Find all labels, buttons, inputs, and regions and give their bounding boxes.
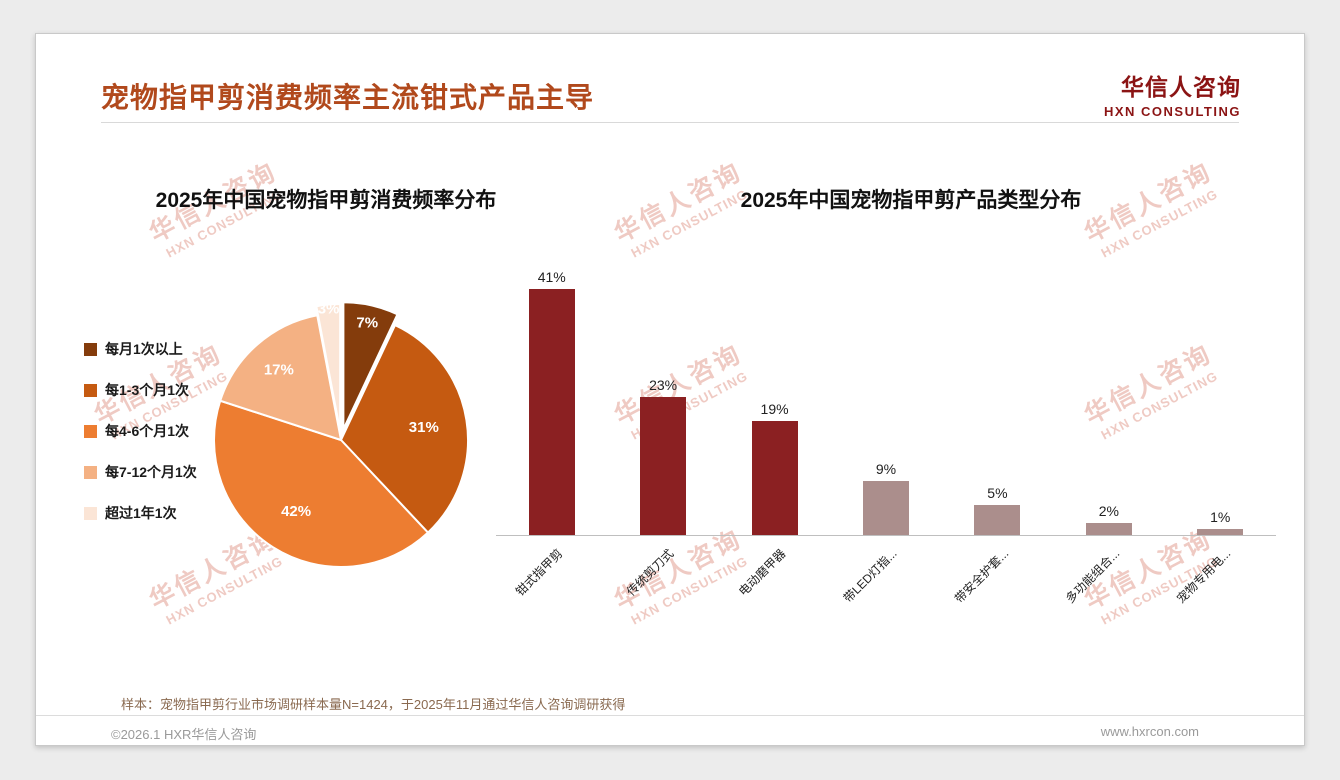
legend-label: 超过1年1次 bbox=[105, 505, 177, 521]
pie-data-label: 17% bbox=[264, 362, 294, 379]
bar-category-cell: 钳式指甲剪 bbox=[496, 537, 607, 642]
legend-item: 每7-12个月1次 bbox=[84, 462, 197, 482]
bar-value-label: 5% bbox=[987, 485, 1008, 501]
pie-chart: 7% 31% 42% 17% 3% bbox=[213, 300, 469, 568]
bar-column: 2% bbox=[1053, 503, 1164, 535]
bar-value-label: 2% bbox=[1098, 503, 1119, 519]
bar bbox=[528, 289, 575, 535]
pie-data-label: 7% bbox=[356, 315, 378, 332]
pie-slice bbox=[218, 314, 343, 442]
bar-column: 9% bbox=[830, 461, 941, 535]
legend-item: 每4-6个月1次 bbox=[84, 421, 197, 441]
legend-label: 每7-12个月1次 bbox=[105, 464, 197, 480]
bar-column: 23% bbox=[607, 377, 718, 535]
bar-category-label: 钳式指甲剪 bbox=[512, 546, 566, 599]
bar-category-label: 电动磨甲器 bbox=[735, 546, 789, 599]
bar bbox=[751, 421, 798, 535]
logo-en-text: HXN CONSULTING bbox=[1103, 104, 1241, 119]
slide-card: 华信人咨询 HXN CONSULTING 华信人咨询 HXN CONSULTING 华信… bbox=[35, 33, 1305, 746]
bar-category-cell: 传统剪刀式 bbox=[607, 537, 718, 642]
copyright-text: ©2026.1 HXR华信人咨询 bbox=[111, 727, 257, 742]
bar bbox=[640, 397, 687, 535]
footer-divider bbox=[36, 715, 1304, 716]
logo: 华信人咨询 HXN CONSULTING bbox=[1104, 68, 1241, 119]
legend-label: 每1-3个月1次 bbox=[105, 382, 190, 398]
bar bbox=[974, 505, 1021, 535]
pie-slice bbox=[213, 399, 430, 568]
pie-legend: 每月1次以上 每1-3个月1次 每4-6个月1次 每7-12个月1次 超过1年1次 bbox=[84, 339, 197, 544]
bar-chart-plot: 41% 23% 19% 9% 5% 2% 1% bbox=[496, 244, 1276, 536]
pie-data-label: 3% bbox=[318, 300, 340, 317]
legend-swatch bbox=[84, 465, 97, 479]
bar bbox=[1085, 523, 1132, 535]
bar-column: 5% bbox=[942, 485, 1053, 535]
legend-label: 每月1次以上 bbox=[105, 341, 183, 357]
pie-slice bbox=[315, 303, 342, 432]
bar-category-cell: 宠物专用电... bbox=[1165, 537, 1276, 642]
bar-chart-title: 2025年中国宠物指甲剪产品类型分布 bbox=[740, 189, 1082, 212]
bar-category-cell: 带LED灯指... bbox=[830, 537, 941, 642]
pie-chart-title: 2025年中国宠物指甲剪消费频率分布 bbox=[155, 189, 497, 212]
bar-column: 1% bbox=[1165, 509, 1276, 535]
website-text: www.hxrcon.com bbox=[1100, 724, 1199, 739]
bar-category-label: 传统剪刀式 bbox=[624, 546, 677, 599]
bar-category-label: 宠物专用电... bbox=[1174, 546, 1234, 606]
bar-category-label: 带LED灯指... bbox=[840, 546, 900, 606]
bar-category-label: 带安全护套... bbox=[951, 546, 1011, 606]
pie-data-label: 42% bbox=[281, 503, 311, 520]
legend-label: 每4-6个月1次 bbox=[105, 423, 190, 439]
legend-swatch bbox=[84, 506, 97, 520]
legend-item: 每月1次以上 bbox=[84, 339, 197, 359]
legend-swatch bbox=[84, 342, 97, 356]
legend-item: 每1-3个月1次 bbox=[84, 380, 197, 400]
bar-column: 41% bbox=[496, 269, 607, 535]
legend-swatch bbox=[84, 383, 97, 397]
legend-item: 超过1年1次 bbox=[84, 503, 197, 523]
bar-category-cell: 多功能组合... bbox=[1053, 537, 1164, 642]
page-title: 宠物指甲剪消费频率主流钳式产品主导 bbox=[101, 82, 595, 113]
bar-category-cell: 带安全护套... bbox=[942, 537, 1053, 642]
sample-note: 样本：宠物指甲剪行业市场调研样本量N=1424，于2025年11月通过华信人咨询… bbox=[121, 697, 626, 712]
bar-column: 19% bbox=[719, 401, 830, 535]
header-divider bbox=[101, 122, 1239, 123]
bar-category-cell: 电动磨甲器 bbox=[719, 537, 830, 642]
bar-chart-category-axis: 钳式指甲剪 传统剪刀式 电动磨甲器 带LED灯指... 带安全护套... 多功能组合...… bbox=[496, 537, 1276, 642]
legend-swatch bbox=[84, 424, 97, 438]
bar-value-label: 19% bbox=[760, 401, 789, 417]
pie-slice bbox=[342, 301, 399, 430]
bar-value-label: 41% bbox=[537, 269, 566, 285]
bar bbox=[1197, 529, 1244, 535]
pie-slice bbox=[339, 323, 469, 534]
bar-category-label: 多功能组合... bbox=[1062, 546, 1123, 606]
bar-value-label: 23% bbox=[649, 377, 678, 393]
logo-cn-text: 华信人咨询 bbox=[1121, 74, 1241, 100]
bar-value-label: 9% bbox=[875, 461, 897, 477]
bar-value-label: 1% bbox=[1210, 509, 1231, 525]
bar bbox=[862, 481, 909, 535]
pie-data-label: 31% bbox=[409, 419, 439, 436]
